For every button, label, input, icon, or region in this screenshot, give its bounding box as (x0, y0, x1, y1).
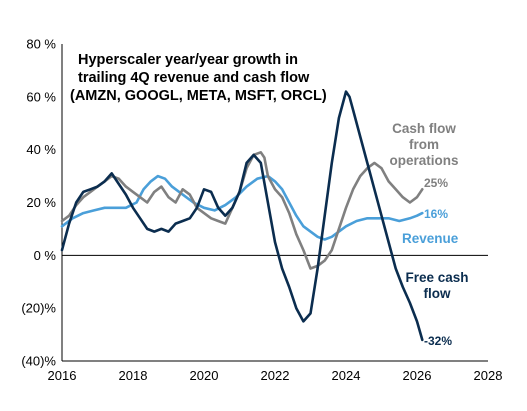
x-tick-label: 2020 (190, 368, 219, 383)
fcf-end-label: -32% (424, 334, 452, 348)
x-tick-label: 2022 (261, 368, 290, 383)
y-tick-labels: (40)% (20)% 0 % 20 % 40 % 60 % 80 % (21, 37, 56, 369)
title-line-3: (AMZN, GOOGL, META, MSFT, ORCL) (70, 88, 327, 104)
cfo-label-line-3: operations (389, 153, 458, 168)
axes (61, 44, 488, 362)
x-tick-label: 2018 (119, 368, 148, 383)
free-cash-flow-line (60, 90, 424, 342)
title-line-2: trailing 4Q revenue and cash flow (78, 70, 310, 86)
x-tick-labels: 2016 2018 2020 2022 2024 2026 2028 (48, 368, 503, 383)
y-tick-label: 20 % (26, 195, 56, 210)
x-tick-label: 2024 (332, 368, 361, 383)
y-tick-label: 60 % (26, 89, 56, 104)
revenue-line (60, 174, 424, 241)
cfo-end-label: 25% (424, 176, 448, 190)
x-tick-label: 2028 (474, 368, 503, 383)
y-tick-label: 0 % (34, 248, 57, 263)
y-tick-label: (40)% (21, 354, 56, 369)
cfo-label-line-2: from (409, 137, 439, 152)
series-lines (60, 90, 424, 342)
series-labels: Cash flow from operations 25% 16% Revenu… (389, 121, 468, 348)
y-tick-label: 40 % (26, 142, 56, 157)
x-tick-label: 2016 (48, 368, 77, 383)
revenue-label: Revenue (402, 231, 459, 246)
y-tick-label: (20)% (21, 301, 56, 316)
revenue-end-label: 16% (424, 207, 448, 221)
y-tick-label: 80 % (26, 37, 56, 52)
x-tick-label: 2026 (403, 368, 432, 383)
chart-title: Hyperscaler year/year growth in trailing… (70, 52, 327, 104)
cfo-label-line-1: Cash flow (392, 121, 456, 136)
fcf-label-line-1: Free cash (405, 270, 468, 285)
fcf-label-line-2: flow (424, 286, 451, 301)
title-line-1: Hyperscaler year/year growth in (78, 52, 298, 68)
